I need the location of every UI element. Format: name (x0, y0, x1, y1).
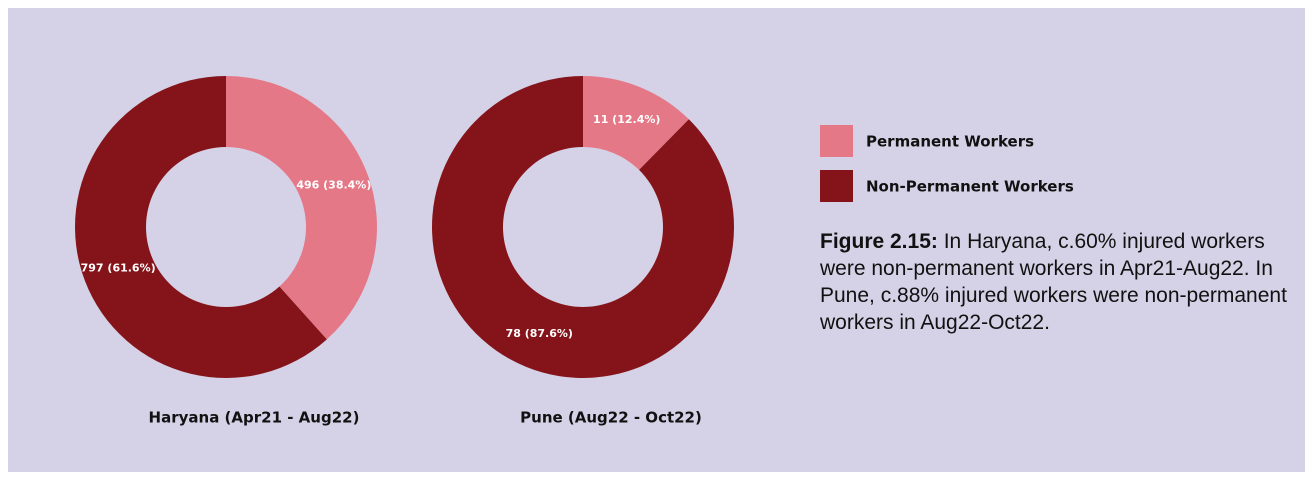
legend-swatch (820, 170, 853, 202)
data-label: 11 (12.4%) (593, 113, 660, 126)
data-label: 797 (61.6%) (81, 261, 156, 274)
caption-label: Figure 2.15: (820, 230, 938, 253)
donut-segment (583, 76, 689, 170)
caption-text: In Haryana, c.60% injured workers were n… (820, 230, 1287, 334)
legend-label: Permanent Workers (866, 133, 1034, 151)
figure-caption: Figure 2.15: In Haryana, c.60% injured w… (820, 228, 1300, 336)
chart-title: Pune (Aug22 - Oct22) (520, 409, 702, 427)
donut-segment (226, 76, 377, 340)
donut-segment (74, 76, 327, 379)
legend-label: Non-Permanent Workers (866, 178, 1074, 196)
data-label: 496 (38.4%) (296, 179, 371, 192)
chart-title: Haryana (Apr21 - Aug22) (149, 409, 360, 427)
legend-swatch (820, 125, 853, 157)
donut-segment (431, 76, 734, 378)
data-label: 78 (87.6%) (506, 327, 573, 340)
